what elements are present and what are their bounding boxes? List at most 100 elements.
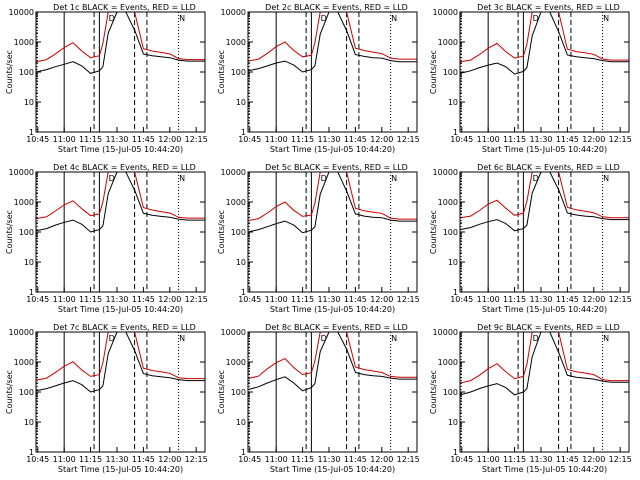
x-tick-label: 11:00 [477,455,500,464]
events-series-line [36,332,205,393]
x-tick-label: 12:00 [370,295,393,304]
y-tick-label: 100 [19,388,34,397]
chart-marker-label: N [179,14,185,23]
x-tick-label: 11:30 [105,455,128,464]
lld-series-line [460,12,629,63]
detector-chart: Det 4c BLACK = Events, RED = LLD D N 1 10 100… [5,163,208,314]
x-tick-label: 11:15 [503,135,526,144]
chart-title: Det 5c BLACK = Events, RED = LLD [265,163,408,172]
x-tick-label: 10:45 [26,295,49,304]
lld-series-line [248,332,417,380]
y-tick-label: 10000 [9,8,34,17]
lld-series-line [36,172,205,220]
x-tick-label: 11:00 [477,135,500,144]
y-axis-label: Counts/sec [5,370,14,414]
x-axis-label: Start Time (15-Jul-05 10:44:20) [270,145,395,154]
y-tick-label: 1000 [438,358,458,367]
y-tick-label: 100 [443,68,458,77]
x-tick-label: 12:00 [582,135,605,144]
x-tick-label: 12:00 [158,295,181,304]
y-tick-label: 10 [448,98,458,107]
y-tick-label: 1 [453,448,458,457]
chart-marker-label: D [321,174,327,183]
x-tick-label: 12:15 [185,135,208,144]
detector-chart: Det 1c BLACK = Events, RED = LLD D N 1 10 100… [5,3,208,154]
x-tick-label: 11:15 [79,455,102,464]
y-tick-label: 1000 [14,198,34,207]
y-tick-label: 1 [29,128,34,137]
lld-series-line [460,332,629,384]
x-axis-label: Start Time (15-Jul-05 10:44:20) [270,305,395,314]
y-axis-label: Counts/sec [429,50,438,94]
y-axis-label: Counts/sec [429,370,438,414]
chart-marker-label: D [109,334,115,343]
x-tick-label: 11:00 [265,135,288,144]
x-tick-label: 12:15 [397,455,420,464]
x-tick-label: 11:45 [344,295,367,304]
chart-title: Det 6c BLACK = Events, RED = LLD [477,163,620,172]
x-tick-label: 11:45 [132,135,155,144]
x-tick-label: 12:00 [370,135,393,144]
detector-chart: Det 3c BLACK = Events, RED = LLD D N 1 10 100… [429,3,632,154]
x-tick-label: 11:15 [503,455,526,464]
y-tick-label: 100 [231,228,246,237]
y-tick-label: 1000 [438,38,458,47]
lld-series-line [248,172,417,222]
detector-chart: Det 9c BLACK = Events, RED = LLD D N 1 10 100… [429,323,632,474]
x-tick-label: 11:15 [79,135,102,144]
chart-marker-label: N [391,174,397,183]
events-series-line [248,332,417,392]
x-tick-label: 11:30 [105,295,128,304]
y-tick-label: 100 [443,228,458,237]
x-tick-label: 11:00 [53,135,76,144]
chart-marker-label: D [533,14,539,23]
chart-marker-label: N [603,174,609,183]
x-tick-label: 11:15 [503,295,526,304]
detector-chart: Det 2c BLACK = Events, RED = LLD D N 1 10 100… [217,3,420,154]
chart-marker-label: D [321,334,327,343]
x-tick-label: 11:00 [53,295,76,304]
x-tick-label: 11:30 [105,135,128,144]
y-tick-label: 1000 [226,38,246,47]
x-tick-label: 12:00 [158,455,181,464]
x-axis-label: Start Time (15-Jul-05 10:44:20) [482,145,607,154]
x-tick-label: 11:30 [317,295,340,304]
y-tick-label: 100 [19,68,34,77]
y-tick-label: 10 [236,98,246,107]
events-series-line [460,12,629,75]
y-tick-label: 1000 [438,198,458,207]
x-tick-label: 11:45 [132,295,155,304]
plot-frame [459,11,630,133]
x-tick-label: 11:15 [291,135,314,144]
x-axis-label: Start Time (15-Jul-05 10:44:20) [482,305,607,314]
y-tick-label: 10 [236,258,246,267]
plot-frame [35,331,206,453]
events-series-line [36,172,205,233]
y-axis-label: Counts/sec [429,210,438,254]
y-tick-label: 10000 [433,8,458,17]
x-tick-label: 11:45 [556,455,579,464]
y-tick-label: 10000 [221,8,246,17]
x-tick-label: 10:45 [450,135,473,144]
y-tick-label: 1 [241,288,246,297]
x-tick-label: 10:45 [238,455,261,464]
x-tick-label: 12:15 [609,295,632,304]
y-tick-label: 10 [448,258,458,267]
detector-chart: Det 7c BLACK = Events, RED = LLD D N 1 10 100… [5,323,208,474]
lld-series-line [460,172,629,219]
x-tick-label: 12:15 [397,295,420,304]
x-tick-label: 11:45 [556,135,579,144]
x-axis-label: Start Time (15-Jul-05 10:44:20) [270,465,395,474]
chart-marker-label: D [533,334,539,343]
x-tick-label: 11:45 [344,135,367,144]
lld-series-line [36,12,205,63]
events-series-line [248,172,417,234]
x-tick-label: 10:45 [450,295,473,304]
y-tick-label: 10000 [433,168,458,177]
lld-series-line [36,332,205,381]
y-tick-label: 1 [29,288,34,297]
x-tick-label: 11:45 [132,455,155,464]
chart-marker-label: N [391,14,397,23]
x-tick-label: 12:00 [370,455,393,464]
